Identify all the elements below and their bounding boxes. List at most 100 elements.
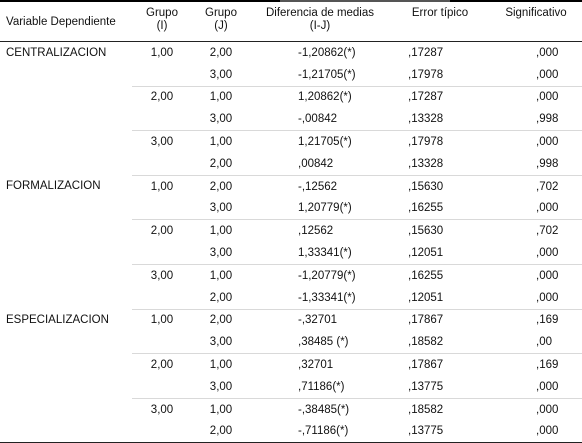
- table-row: 2,00 1,00,12562,15630,702: [0, 219, 582, 243]
- table-row: 3,00 1,00 1,21705(*) ,17978,000: [0, 130, 582, 153]
- significance-cell: ,998: [536, 157, 559, 170]
- std-error-cell: ,15630: [390, 174, 490, 198]
- significance-cell: ,00: [536, 336, 552, 349]
- significance-cell: ,169: [490, 353, 582, 376]
- table-row: 3,00 ,71186(*) ,13775 ,000: [0, 376, 582, 398]
- mean-difference-cell: 1,20779(*): [298, 202, 352, 215]
- group-j-cell: 3,00: [209, 113, 233, 126]
- variable-cell: [0, 331, 132, 353]
- table-row: 3,00 1,33341(*) ,12051 ,000: [0, 242, 582, 264]
- variable-cell: ESPECIALIZACION: [6, 314, 109, 327]
- group-j-cell: 2,00: [209, 291, 233, 304]
- variable-cell: [0, 287, 132, 309]
- group-i-cell: 3,00: [132, 263, 192, 287]
- std-error-cell: ,13775: [390, 420, 490, 443]
- header-group-j-line1: Grupo: [205, 7, 237, 19]
- table-header: Variable Dependiente Grupo (I) Grupo (J)…: [0, 4, 582, 42]
- group-i-cell: [132, 64, 192, 86]
- table-row: 3,00 1,00 -,38485(*) ,18582,000: [0, 397, 582, 421]
- group-j-cell: 1,00: [192, 353, 250, 376]
- std-error-cell: ,17867: [390, 353, 490, 376]
- table-row: 3,00 ,38485 (*) ,18582 ,00: [0, 331, 582, 353]
- mean-difference-cell: 1,33341(*): [298, 247, 352, 260]
- variable-cell: [0, 354, 132, 376]
- header-difference: Diferencia de medias (I-J): [250, 4, 390, 42]
- variable-cell: [0, 420, 132, 443]
- std-error-cell: ,12051: [408, 291, 444, 304]
- std-error-cell: ,17287: [390, 85, 490, 109]
- mean-difference-cell: -,00842: [298, 113, 338, 126]
- header-group-j: Grupo (J): [192, 4, 250, 42]
- variable-cell: [0, 153, 132, 175]
- group-j-cell: 2,00: [192, 420, 250, 443]
- header-difference-line1: Diferencia de medias: [265, 7, 375, 19]
- table-row: CENTRALIZACION 1,00 2,00 -1,20862(*) ,17287,…: [0, 42, 582, 64]
- group-i-cell: [132, 198, 192, 220]
- mean-difference-cell: -,38485(*): [250, 397, 390, 421]
- std-error-cell: ,17867: [390, 308, 490, 332]
- group-j-cell: 3,00: [209, 247, 233, 260]
- group-i-cell: [132, 153, 192, 175]
- group-i-cell: 2,00: [132, 219, 192, 243]
- std-error-cell: ,18582: [390, 397, 490, 421]
- group-j-cell: 2,00: [192, 174, 250, 198]
- table-row: 3,00 -,00842 ,13328 ,998: [0, 108, 582, 130]
- std-error-cell: ,12051: [408, 247, 444, 260]
- significance-cell: ,000: [536, 46, 559, 59]
- table-row: 2,00 -,71186(*) ,13775,000: [0, 420, 582, 443]
- variable-cell: [0, 131, 132, 153]
- group-j-cell: 3,00: [209, 202, 233, 215]
- group-j-cell: 3,00: [209, 68, 233, 81]
- variable-cell: [0, 64, 132, 86]
- mean-difference-cell: ,38485 (*): [298, 336, 349, 349]
- variable-cell: [0, 220, 132, 242]
- table-row: 3,00 -1,21705(*) ,17978 ,000: [0, 64, 582, 86]
- group-j-cell: 1,00: [192, 263, 250, 287]
- header-significance: Significativo: [490, 4, 582, 42]
- group-i-cell: [132, 242, 192, 264]
- variable-cell: FORMALIZACION: [6, 180, 101, 193]
- mean-difference-cell: -1,21705(*): [298, 68, 356, 81]
- group-i-cell: [132, 420, 192, 443]
- mean-difference-cell: ,32701: [250, 353, 390, 376]
- significance-cell: ,169: [490, 308, 582, 332]
- table-row: 3,00 1,00 -1,20779(*) ,16255,000: [0, 263, 582, 287]
- std-error-cell: ,18582: [408, 336, 444, 349]
- mean-difference-cell: -,12562: [250, 174, 390, 198]
- table-row: 2,00 1,00,32701,17867,169: [0, 353, 582, 376]
- significance-cell: ,000: [536, 380, 559, 393]
- table-row: 2,00 -1,33341(*) ,12051 ,000: [0, 287, 582, 309]
- variable-cell: [0, 86, 132, 108]
- significance-cell: ,000: [536, 247, 559, 260]
- table-row: FORMALIZACION 1,00 2,00 -,12562,15630,702: [0, 174, 582, 198]
- mean-difference-cell: ,71186(*): [298, 380, 345, 393]
- table-row: 2,00 1,00 1,20862(*) ,17287,000: [0, 85, 582, 109]
- significance-cell: ,000: [490, 85, 582, 109]
- variable-cell: [0, 398, 132, 420]
- std-error-cell: ,13775: [408, 380, 444, 393]
- std-error-cell: ,13328: [408, 157, 444, 170]
- cropped-caption-fragment: [280, 0, 450, 2]
- std-error-cell: ,13328: [408, 113, 444, 126]
- std-error-cell: ,17287: [408, 46, 444, 59]
- mean-difference-cell: ,00842: [298, 157, 334, 170]
- variable-cell: [0, 108, 132, 130]
- std-error-cell: ,16255: [390, 263, 490, 287]
- group-i-cell: 2,00: [132, 353, 192, 376]
- group-i-cell: 2,00: [132, 85, 192, 109]
- std-error-cell: ,17978: [408, 68, 444, 81]
- significance-cell: ,000: [490, 263, 582, 287]
- significance-cell: ,000: [490, 130, 582, 153]
- group-i-cell: [132, 108, 192, 130]
- significance-cell: ,998: [536, 113, 559, 126]
- std-error-cell: ,16255: [408, 202, 444, 215]
- group-i-cell: 1,00: [132, 174, 192, 198]
- group-j-cell: 3,00: [209, 380, 233, 393]
- group-i-cell: 1,00: [132, 308, 192, 332]
- significance-cell: ,000: [490, 420, 582, 443]
- variable-cell: CENTRALIZACION: [6, 46, 107, 59]
- significance-cell: ,702: [490, 174, 582, 198]
- variable-cell: [0, 198, 132, 220]
- group-j-cell: 2,00: [209, 157, 233, 170]
- header-group-i-line2: (I): [156, 20, 168, 32]
